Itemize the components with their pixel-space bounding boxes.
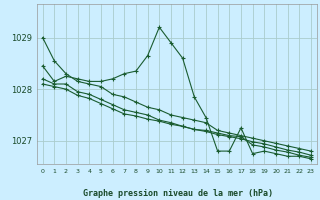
Text: Graphe pression niveau de la mer (hPa): Graphe pression niveau de la mer (hPa): [83, 189, 273, 198]
